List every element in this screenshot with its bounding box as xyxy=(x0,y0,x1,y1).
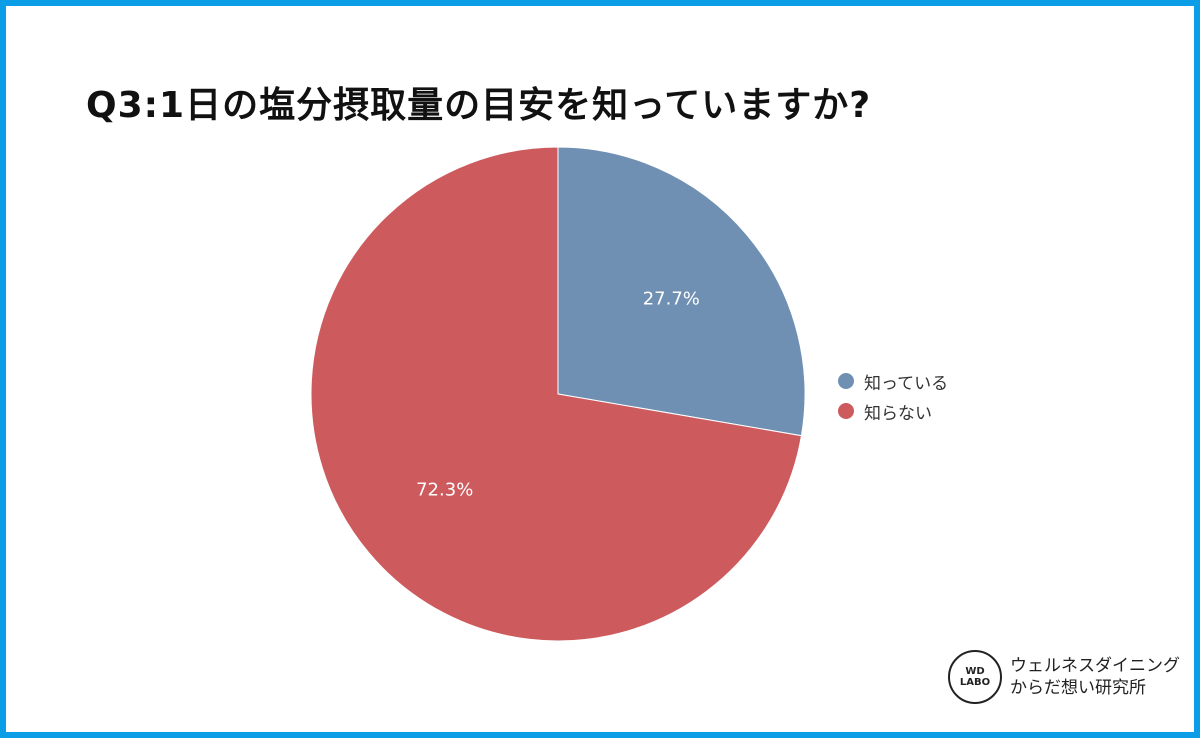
pie-slice-0 xyxy=(557,146,806,437)
legend-item-known: 知っている xyxy=(838,366,948,396)
legend-swatch xyxy=(838,373,854,389)
legend-swatch xyxy=(838,403,854,419)
legend-label: 知らない xyxy=(864,403,932,424)
logo-line1: ウェルネスダイニング xyxy=(1010,656,1180,676)
slice-label-0: 27.7% xyxy=(643,288,700,309)
logo-line2: からだ想い研究所 xyxy=(1010,678,1146,698)
slice-label-1: 72.3% xyxy=(416,480,473,501)
pie-slice-1 xyxy=(310,146,803,642)
wd-labo-logo: WD LABO ウェルネスダイニング からだ想い研究所 xyxy=(948,650,1180,704)
logo-mark: WD LABO xyxy=(948,650,1002,704)
logo-mark-text: LABO xyxy=(959,677,991,688)
legend: 知っている 知らない xyxy=(838,366,948,426)
legend-label: 知っている xyxy=(864,373,949,394)
chart-title: Q3:1日の塩分摂取量の目安を知っていますか? xyxy=(86,85,872,126)
legend-item-unknown: 知らない xyxy=(838,396,948,426)
logo-mark-text: WD xyxy=(965,666,985,677)
